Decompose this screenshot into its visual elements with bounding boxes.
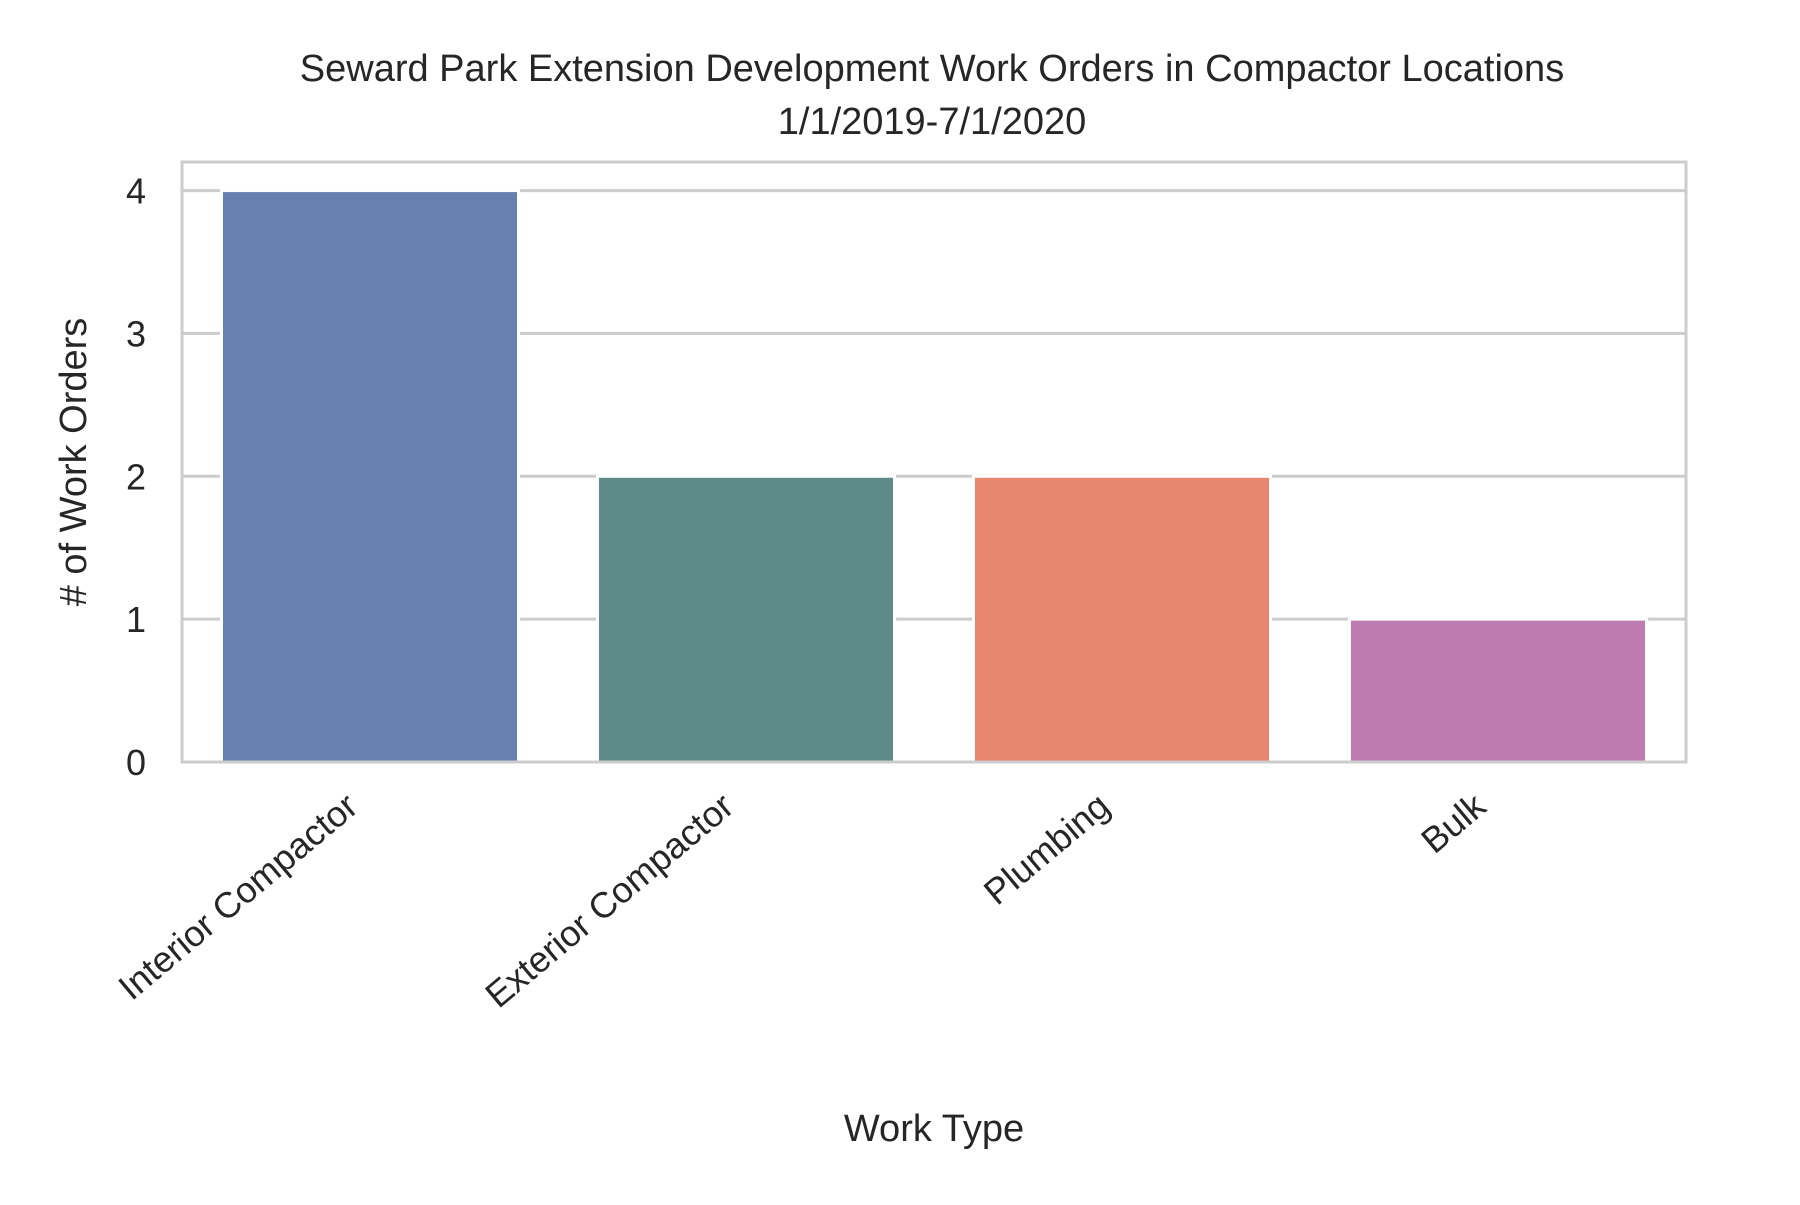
bars xyxy=(219,189,1649,764)
y-tick-label: 4 xyxy=(126,171,146,212)
y-tick-label: 3 xyxy=(126,313,146,354)
plot-frame xyxy=(180,160,1688,764)
x-axis-label: Work Type xyxy=(844,1108,1024,1150)
bar-interior-compactor xyxy=(219,189,521,764)
bar-exterior-compactor xyxy=(595,474,897,764)
y-axis-label: # of Work Orders xyxy=(53,318,95,607)
bar-plumbing xyxy=(971,474,1273,764)
y-tick-label: 1 xyxy=(126,599,146,640)
chart-title-line-2: 1/1/2019-7/1/2020 xyxy=(778,101,1087,143)
y-tick-label: 2 xyxy=(126,456,146,497)
chart-title-line-1: Seward Park Extension Development Work O… xyxy=(300,48,1564,90)
y-tick-label: 0 xyxy=(126,742,146,783)
bar-bulk xyxy=(1347,617,1649,764)
y-tick-labels: 0 1 2 3 4 xyxy=(126,171,146,783)
